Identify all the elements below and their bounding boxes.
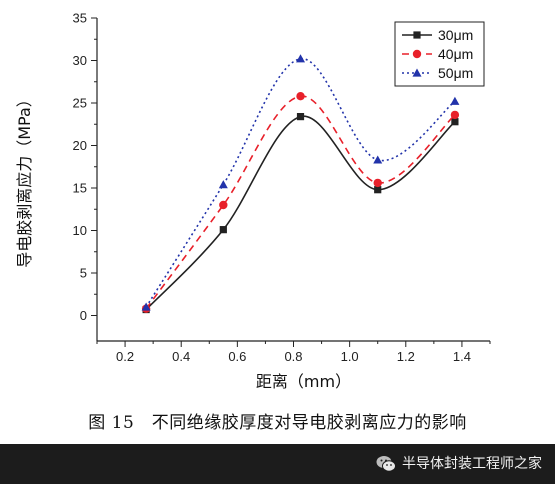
series-3 xyxy=(141,54,460,311)
x-tick-label: 1.2 xyxy=(397,349,415,364)
y-tick-label: 25 xyxy=(73,96,87,111)
x-tick-label: 1.0 xyxy=(341,349,359,364)
data-point xyxy=(450,96,460,105)
x-tick-label: 0.8 xyxy=(284,349,302,364)
series-layer xyxy=(141,54,460,314)
data-point xyxy=(373,155,383,164)
y-tick-label: 35 xyxy=(73,11,87,26)
data-point xyxy=(219,226,227,234)
data-point xyxy=(374,186,382,194)
legend: 30μm 40μm 50μm xyxy=(394,21,485,87)
x-tick-label: 0.6 xyxy=(228,349,246,364)
data-point xyxy=(141,302,151,311)
series-line xyxy=(145,57,456,308)
legend-marker xyxy=(412,68,422,77)
data-point xyxy=(296,54,306,63)
legend-label: 30μm xyxy=(438,27,473,43)
y-axis-label: 导电胶剥离应力（MPa） xyxy=(15,91,34,268)
data-point xyxy=(219,200,228,210)
y-tick-label: 20 xyxy=(73,138,87,153)
legend-label: 50μm xyxy=(438,65,473,81)
data-point xyxy=(296,92,305,101)
x-axis-label: 距离（mm） xyxy=(256,372,351,391)
y-tick-label: 5 xyxy=(80,266,87,281)
y-tick-label: 0 xyxy=(80,308,87,323)
x-tick-label: 0.4 xyxy=(172,349,190,364)
y-tick-label: 10 xyxy=(73,223,87,238)
series-line xyxy=(145,95,456,310)
legend-box xyxy=(394,21,485,87)
y-tick-label: 15 xyxy=(73,181,87,196)
watermark-bar: 半导体封装工程师之家 xyxy=(0,444,555,484)
series-line xyxy=(145,115,456,311)
series-1 xyxy=(142,113,459,314)
data-point xyxy=(373,178,382,188)
figure-caption: 图 15 不同绝缘胶厚度对导电胶剥离应力的影响 xyxy=(88,413,467,433)
data-point xyxy=(450,110,460,120)
x-tick-label: 0.2 xyxy=(116,349,134,364)
series-2 xyxy=(141,92,460,313)
data-point xyxy=(451,118,459,126)
data-point xyxy=(218,180,228,189)
data-point xyxy=(296,113,305,121)
chart: 0 5 10 15 20 25 30 35 0.2 0.4 0.6 0.8 1.0 1.2 1.4 30μm… xyxy=(15,11,491,391)
y-tick-label: 30 xyxy=(73,53,87,68)
watermark-text: 半导体封装工程师之家 xyxy=(402,456,542,472)
legend-marker xyxy=(413,31,421,39)
legend-label: 40μm xyxy=(438,46,473,62)
axes: 0 5 10 15 20 25 30 35 0.2 0.4 0.6 0.8 1.0 1.2 1.4 xyxy=(73,11,491,364)
wechat-icon xyxy=(376,456,396,472)
x-tick-label: 1.4 xyxy=(453,349,471,364)
legend-marker xyxy=(412,49,422,59)
